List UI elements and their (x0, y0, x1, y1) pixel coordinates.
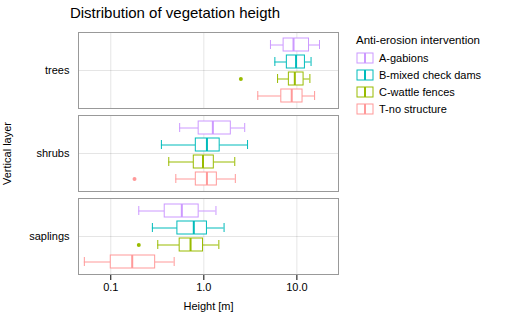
html-text:T-no structure: T-no structure (379, 103, 447, 115)
svg-text:1.0: 1.0 (196, 281, 211, 293)
svg-text:trees: trees (45, 64, 70, 76)
html-text:Distribution of vegetation hei: Distribution of vegetation heigth (69, 4, 281, 21)
svg-text:shrubs: shrubs (36, 147, 70, 159)
html-text:Anti-erosion intervention: Anti-erosion intervention (356, 34, 480, 46)
svg-text:Vertical layer: Vertical layer (1, 122, 13, 185)
svg-text:saplings: saplings (29, 230, 70, 242)
html-text:B-mixed check dams: B-mixed check dams (379, 69, 482, 81)
html-text:A-gabions: A-gabions (379, 52, 429, 64)
svg-text:0.1: 0.1 (103, 281, 118, 293)
svg-text:10.0: 10.0 (286, 281, 307, 293)
html-text:C-wattle fences: C-wattle fences (379, 86, 455, 98)
svg-text:Height [m]: Height [m] (183, 300, 233, 312)
